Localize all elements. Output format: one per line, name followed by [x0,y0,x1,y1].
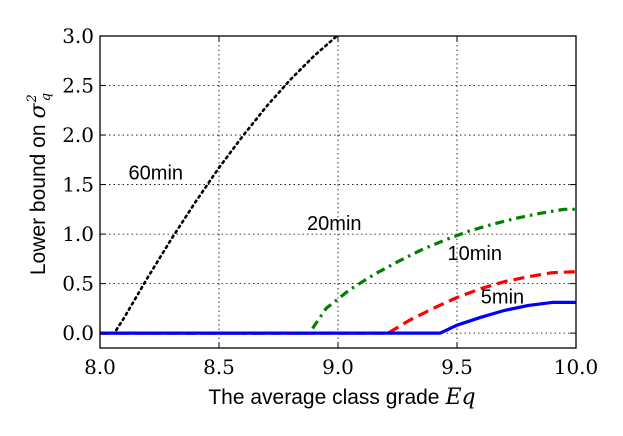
series-line-20min [100,207,576,335]
y-axis-label-text: Lower bound on [27,125,50,276]
x-tick-label: 10.0 [554,355,599,379]
annotation-10min: 10min [447,243,501,265]
x-tick-label: 9.5 [441,355,473,379]
series-line-60min [100,36,339,335]
x-tick-label: 8.5 [203,355,235,379]
annotation-20min: 20min [307,213,361,235]
y-tick-label: 2.0 [62,123,94,147]
y-tick-label: 0.5 [62,272,94,296]
annotation-5min: 5min [481,286,524,308]
y-tick-label: 2.5 [62,74,94,98]
y-tick-label: 1.5 [62,173,94,197]
grid-lines [100,36,576,348]
x-axis-label: The average class grade Eq [208,385,475,410]
axis-ticks: 8.0 8.5 9.0 9.5 10.0 0.0 0.5 1.0 1.5 2.0 2.5 3.0 [62,24,598,379]
series-line-5min [100,300,576,335]
series-lines [100,36,576,335]
x-axis-label-math: Eq [444,385,475,410]
y-axis-label-math: σ [26,103,51,119]
x-tick-label: 9.0 [322,355,354,379]
x-axis-label-text: The average class grade [208,386,439,409]
series-line-10min [100,270,576,335]
y-axis-label-sub: q [39,93,54,101]
y-tick-label: 0.0 [62,321,94,345]
y-axis-label-sup: 2 [25,94,40,103]
y-tick-label: 1.0 [62,222,94,246]
y-tick-label: 3.0 [62,24,94,48]
x-tick-label: 8.0 [84,355,116,379]
annotation-60min: 60min [129,163,183,185]
y-axis-label: Lower bound on σ2q [25,93,54,275]
annotations: 60min 20min 10min 5min [129,163,525,309]
